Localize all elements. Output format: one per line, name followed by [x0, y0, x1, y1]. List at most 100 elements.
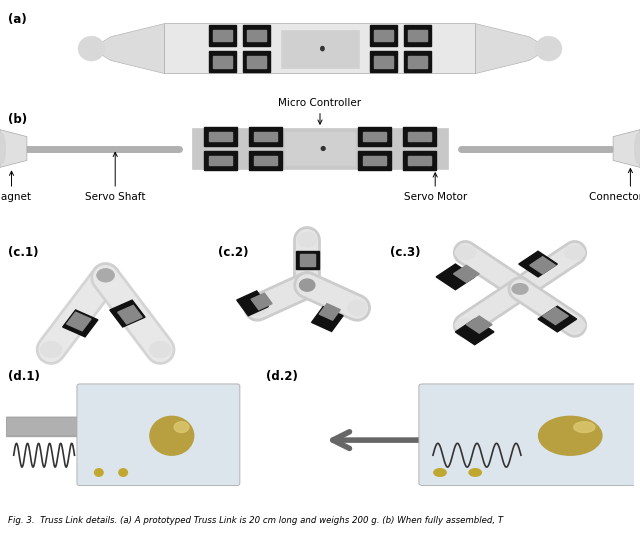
Bar	[363, 132, 386, 141]
Ellipse shape	[97, 268, 115, 282]
Ellipse shape	[634, 133, 640, 164]
Bar	[243, 25, 270, 46]
Bar	[543, 307, 568, 325]
Bar	[456, 319, 494, 345]
Bar	[213, 30, 232, 42]
Bar	[404, 51, 431, 72]
Bar	[249, 127, 282, 146]
Polygon shape	[476, 24, 548, 73]
Bar	[538, 306, 577, 332]
Bar	[6, 417, 92, 436]
Bar	[476, 417, 634, 436]
Bar	[243, 51, 270, 72]
Bar	[408, 132, 431, 141]
FancyBboxPatch shape	[164, 24, 476, 73]
Bar	[436, 264, 475, 290]
Ellipse shape	[321, 46, 324, 51]
Bar	[247, 30, 266, 42]
Ellipse shape	[95, 469, 103, 476]
Bar	[251, 293, 272, 309]
Bar	[374, 56, 393, 68]
Bar	[281, 30, 359, 68]
Bar	[370, 51, 397, 72]
Bar	[209, 156, 232, 165]
Bar	[192, 128, 448, 169]
Polygon shape	[92, 24, 164, 73]
Text: (c.1): (c.1)	[8, 246, 38, 259]
Ellipse shape	[512, 284, 528, 294]
Bar	[454, 265, 479, 282]
Bar	[408, 156, 431, 165]
Bar	[408, 30, 427, 42]
FancyBboxPatch shape	[419, 384, 637, 485]
Ellipse shape	[119, 469, 127, 476]
Bar	[110, 300, 145, 327]
Ellipse shape	[454, 245, 476, 260]
Bar	[519, 251, 557, 277]
Bar	[467, 316, 492, 333]
Bar	[204, 127, 237, 146]
Bar	[254, 156, 277, 165]
Bar	[403, 151, 436, 170]
Ellipse shape	[149, 341, 171, 358]
Bar	[403, 127, 436, 146]
FancyBboxPatch shape	[77, 384, 240, 485]
Ellipse shape	[535, 36, 562, 61]
Text: Micro Controller: Micro Controller	[278, 98, 362, 124]
Ellipse shape	[564, 318, 586, 333]
Text: (d.1): (d.1)	[8, 370, 40, 383]
Bar	[213, 56, 232, 68]
Ellipse shape	[40, 341, 62, 358]
Bar	[254, 132, 277, 141]
Bar	[312, 307, 343, 332]
Bar	[6, 417, 92, 436]
Ellipse shape	[321, 146, 325, 150]
Bar	[476, 417, 634, 436]
Bar	[285, 132, 355, 165]
Polygon shape	[0, 130, 27, 167]
Bar	[408, 56, 427, 68]
Bar	[358, 151, 391, 170]
Ellipse shape	[174, 422, 189, 433]
Bar	[404, 25, 431, 46]
Ellipse shape	[298, 232, 317, 247]
Bar	[118, 306, 142, 324]
Bar	[249, 151, 282, 170]
Text: Magnet: Magnet	[0, 171, 31, 202]
Text: (a): (a)	[8, 14, 26, 26]
Text: Servo Motor: Servo Motor	[404, 173, 467, 202]
Bar	[204, 151, 237, 170]
Ellipse shape	[348, 300, 367, 315]
Bar	[370, 25, 397, 46]
Ellipse shape	[539, 416, 602, 455]
Bar	[358, 127, 391, 146]
Ellipse shape	[300, 279, 315, 291]
Bar	[237, 291, 268, 316]
Bar	[67, 312, 91, 331]
Bar	[319, 303, 340, 320]
Bar	[63, 310, 98, 337]
Text: (c.3): (c.3)	[390, 246, 421, 259]
Text: Connector Shell: Connector Shell	[589, 168, 640, 202]
Ellipse shape	[434, 469, 446, 476]
Ellipse shape	[248, 300, 267, 315]
Ellipse shape	[454, 318, 476, 333]
Ellipse shape	[0, 133, 6, 164]
Text: Fig. 3.  Truss Link details. (a) A prototyped Truss Link is 20 cm long and weigh: Fig. 3. Truss Link details. (a) A protot…	[8, 516, 503, 525]
Text: (c.2): (c.2)	[218, 246, 248, 259]
Bar	[247, 56, 266, 68]
Text: (d.2): (d.2)	[266, 370, 298, 383]
Ellipse shape	[469, 469, 481, 476]
Text: (b): (b)	[8, 113, 27, 126]
Polygon shape	[613, 130, 640, 167]
Bar	[300, 254, 315, 266]
Bar	[296, 251, 319, 269]
Bar	[363, 156, 386, 165]
Ellipse shape	[150, 416, 194, 455]
Text: Servo Shaft: Servo Shaft	[85, 152, 145, 202]
Bar	[209, 51, 236, 72]
Bar	[209, 25, 236, 46]
Ellipse shape	[78, 36, 105, 61]
Ellipse shape	[574, 422, 595, 433]
Ellipse shape	[564, 245, 586, 260]
